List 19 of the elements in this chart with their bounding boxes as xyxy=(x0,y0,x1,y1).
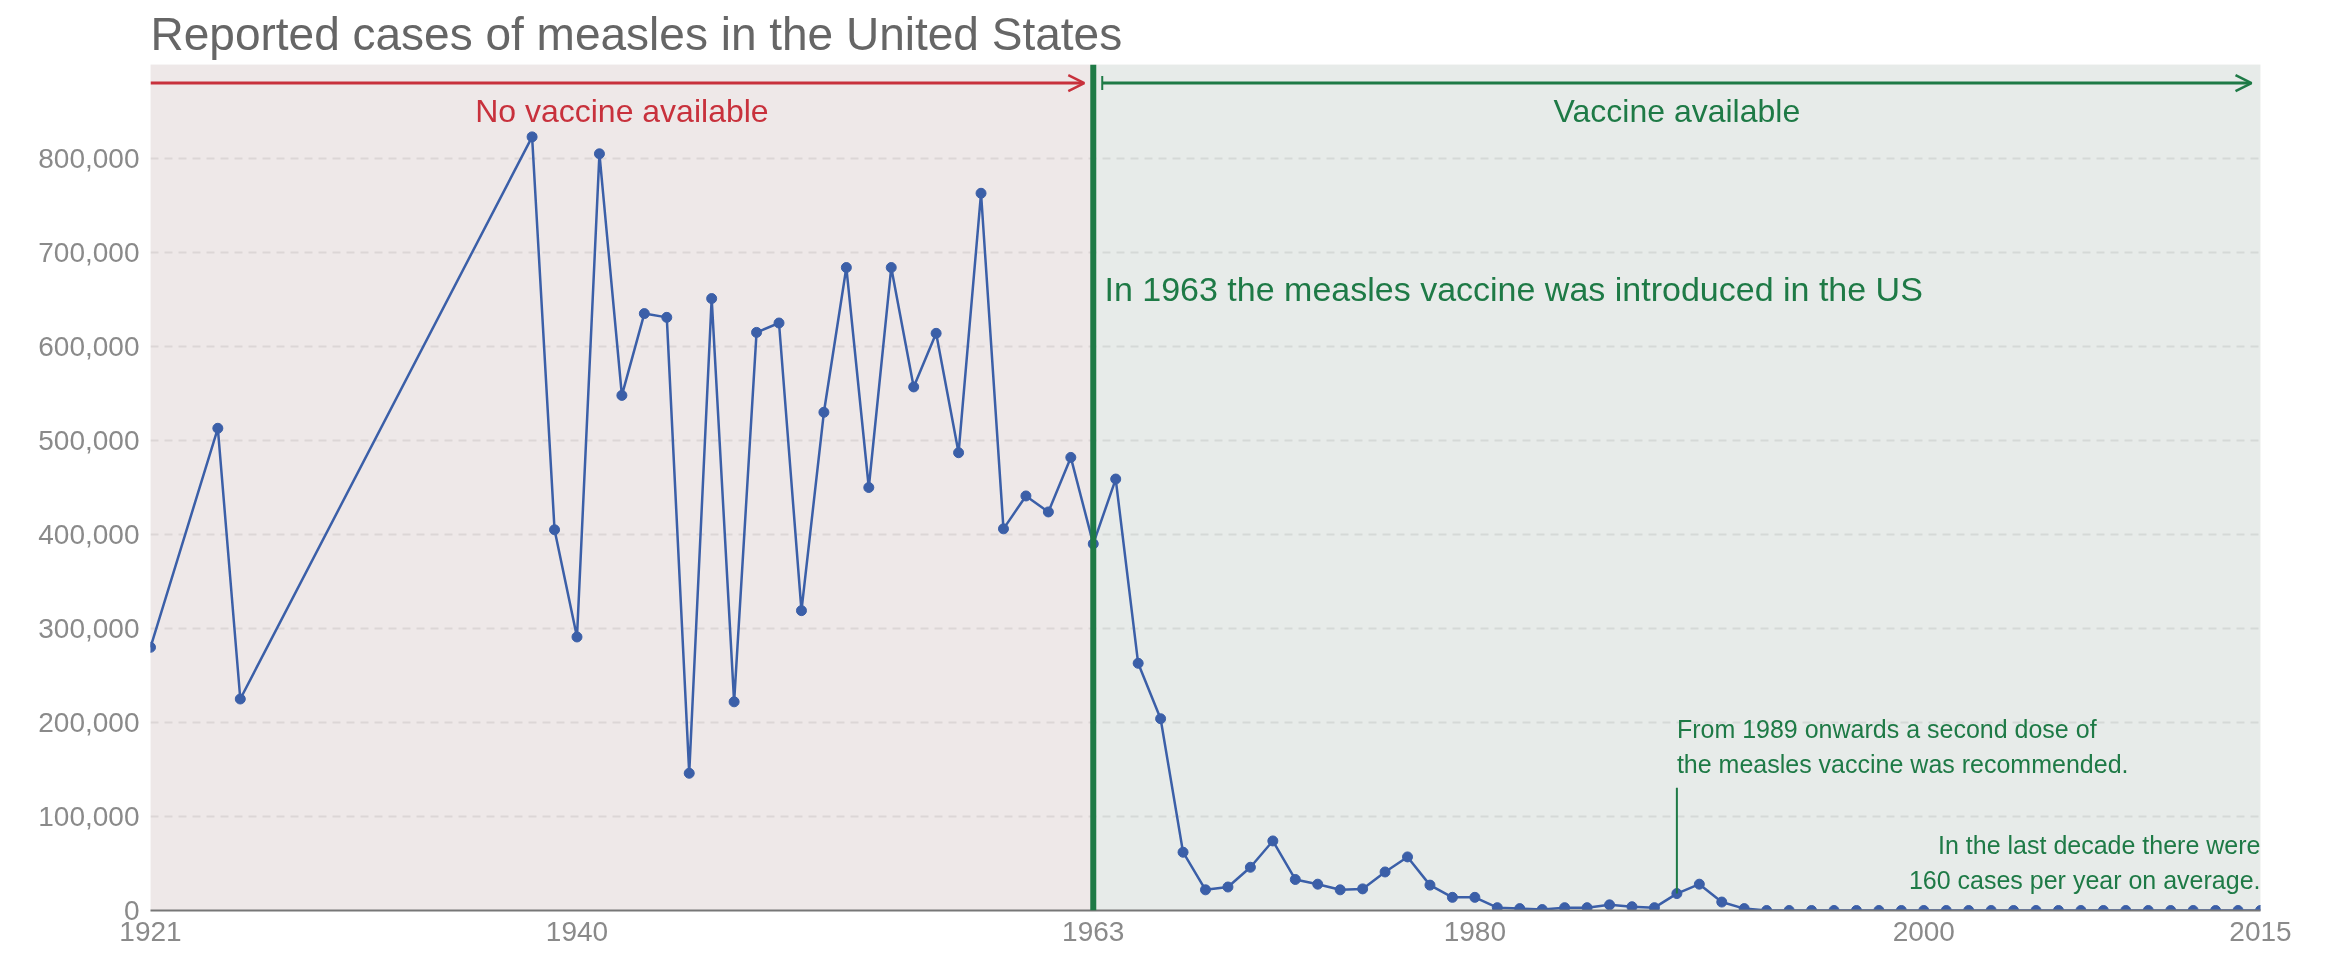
ref-line-label: In 1963 the measles vaccine was introduced in the US xyxy=(1104,269,1923,308)
y-tick-label: 300,000 xyxy=(38,613,140,644)
annotation: From 1989 onwards a second dose of the measles vaccine was recommended. xyxy=(1676,714,2129,778)
y-tick-label: 100,000 xyxy=(38,801,140,832)
y-tick-label: 800,000 xyxy=(38,143,140,174)
y-tick-label: 200,000 xyxy=(38,707,140,738)
x-tick-label: 2000 xyxy=(1892,915,1955,947)
band-label: Vaccine available xyxy=(1553,93,1801,130)
x-tick-label: 2015 xyxy=(2229,915,2292,947)
y-tick-label: 700,000 xyxy=(38,237,140,268)
x-tick-label: 1963 xyxy=(1062,915,1125,947)
y-tick-label: 500,000 xyxy=(38,425,140,456)
y-tick-label: 600,000 xyxy=(38,331,140,362)
chart-title: Reported cases of measles in the United States xyxy=(150,7,1123,60)
y-tick-label: 400,000 xyxy=(38,519,140,550)
annotation: In the last decade there were 160 cases per year on average. xyxy=(1908,830,2261,894)
x-tick-label: 1980 xyxy=(1443,915,1507,947)
x-tick-label: 1940 xyxy=(545,915,609,947)
band-label: No vaccine available xyxy=(475,93,769,130)
